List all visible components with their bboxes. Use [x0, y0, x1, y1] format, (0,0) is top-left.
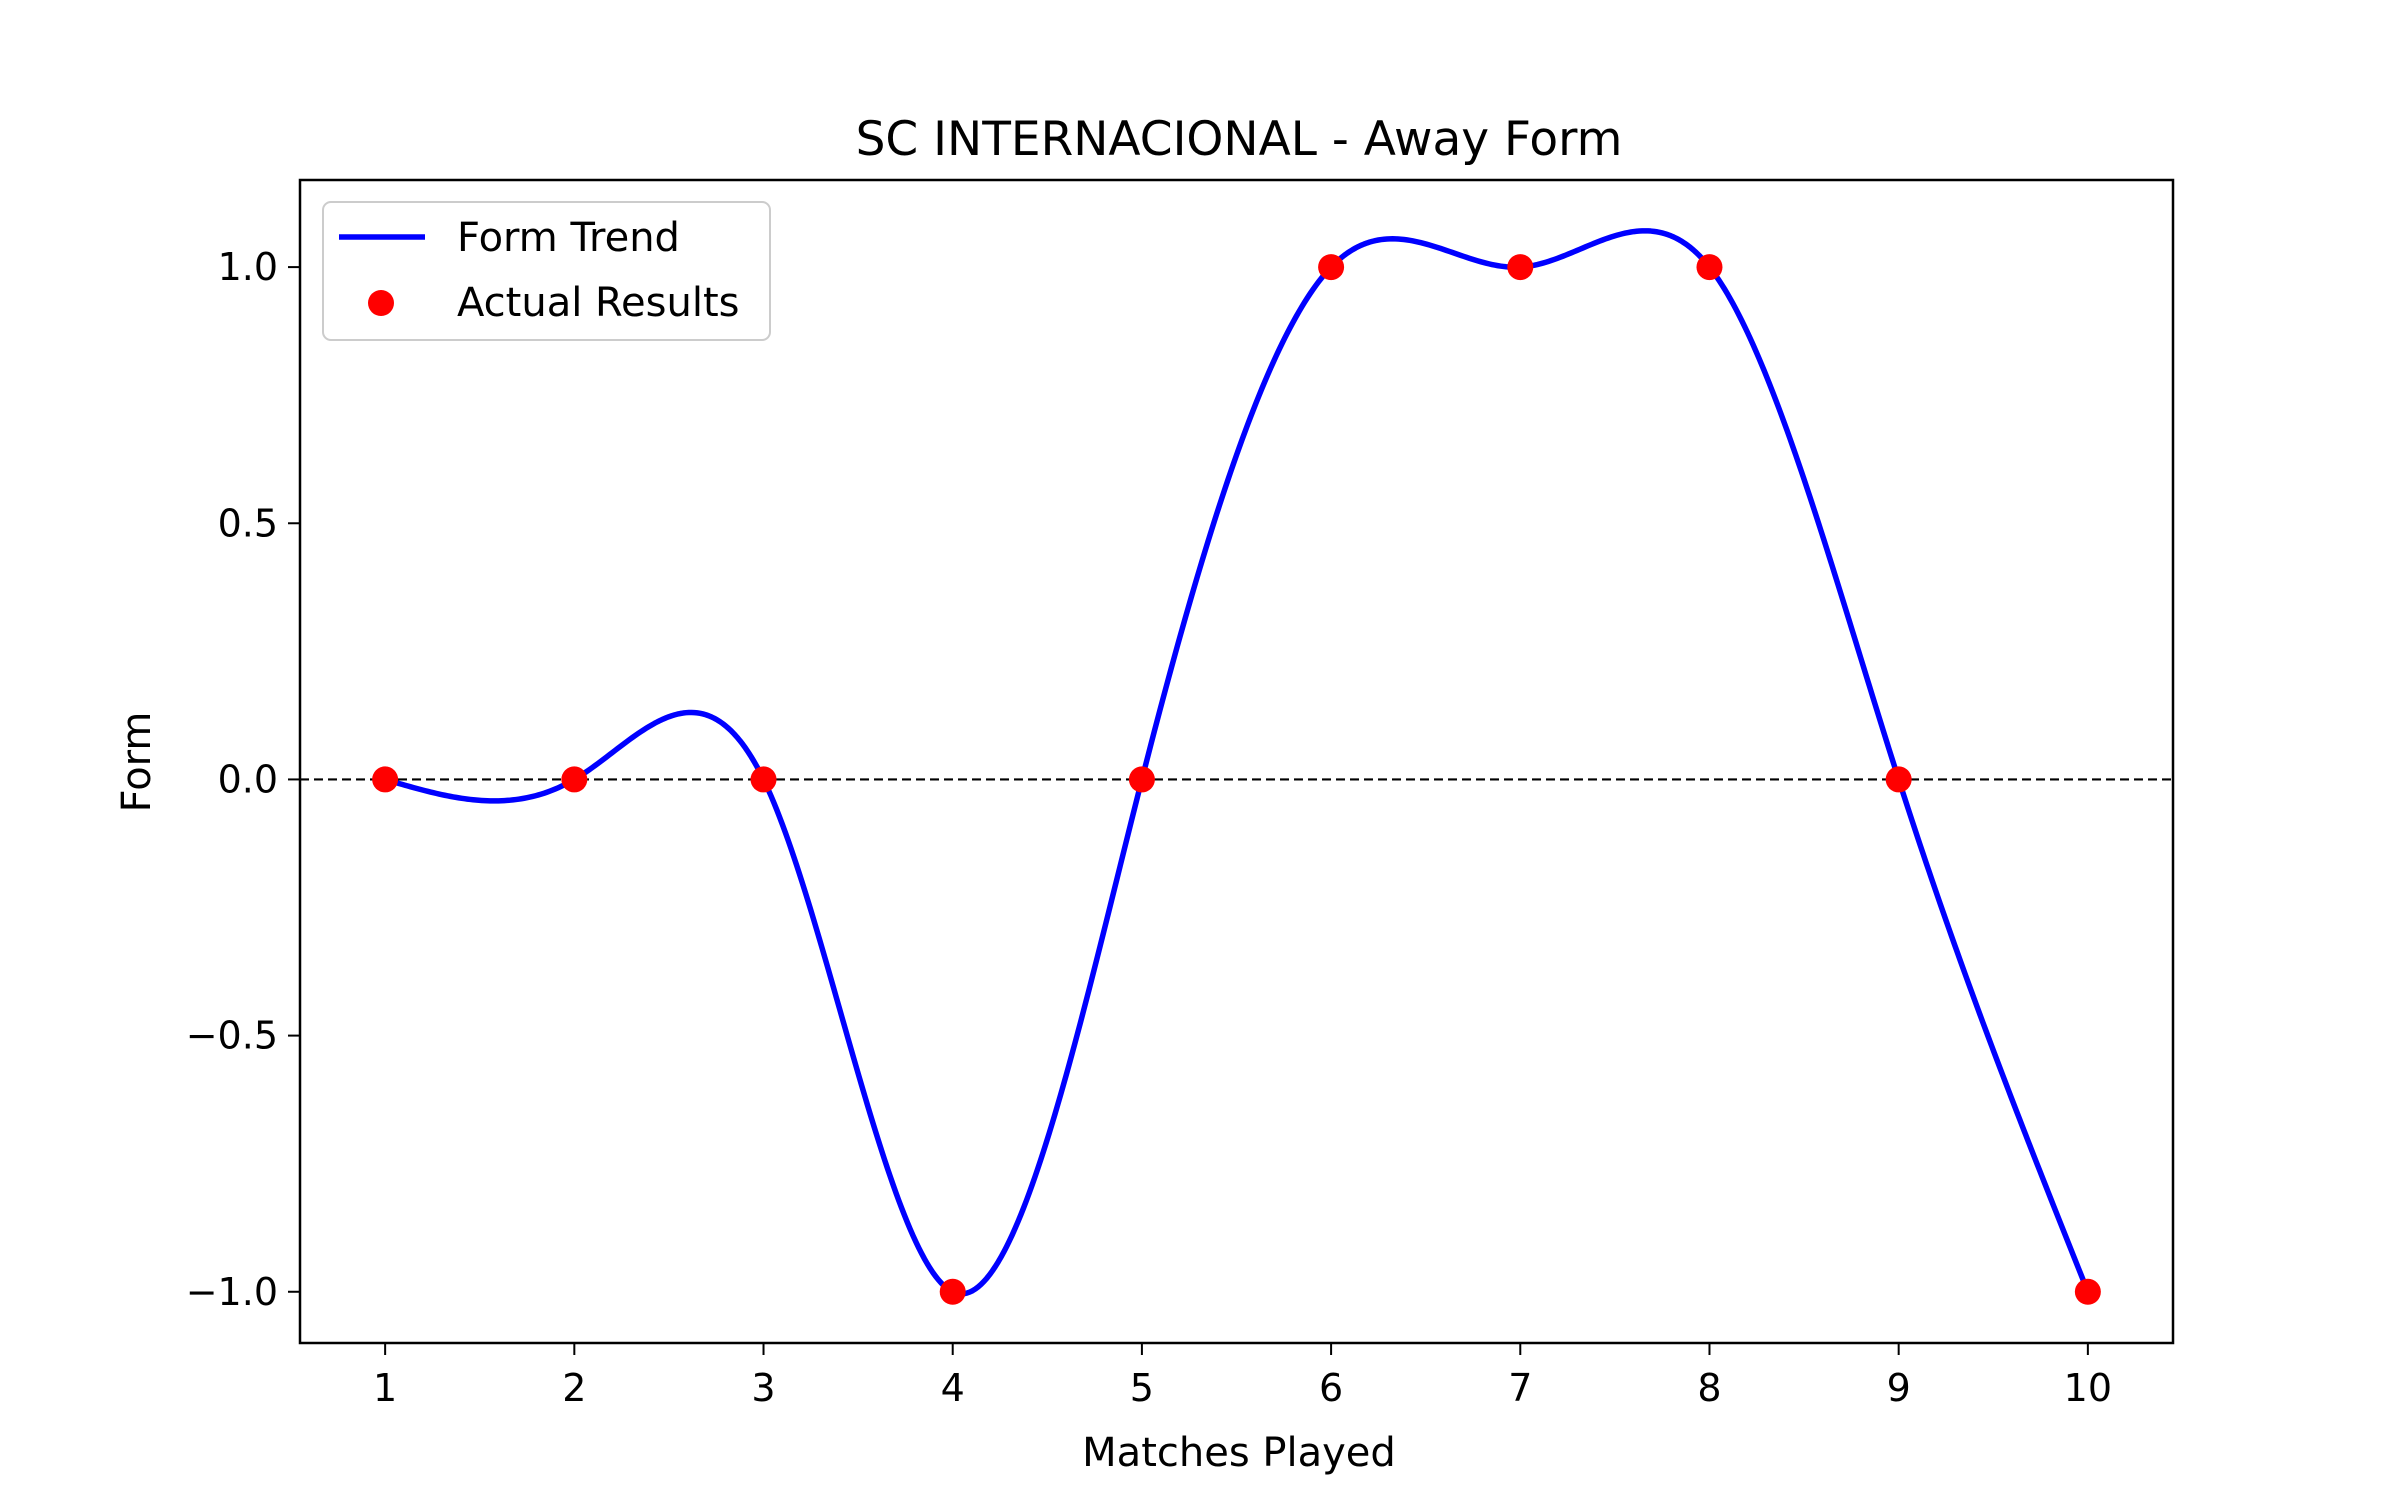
- line-layer: [382, 228, 2091, 1297]
- legend-box: [322, 201, 771, 341]
- actual-result-point: [1318, 254, 1345, 281]
- y-axis-label: Form: [114, 712, 160, 813]
- x-tick-label: 10: [2064, 1366, 2112, 1410]
- x-axis-label: Matches Played: [1082, 1430, 1396, 1476]
- x-tick-label: 8: [1697, 1366, 1721, 1410]
- legend-label-form-trend: Form Trend: [457, 215, 680, 261]
- y-tick-label: 1.0: [218, 245, 278, 289]
- actual-result-point: [1885, 766, 1912, 793]
- actual-result-point: [372, 766, 399, 793]
- y-tick-label: 0.0: [218, 757, 278, 801]
- y-tick-label: −0.5: [186, 1014, 278, 1058]
- actual-result-point: [939, 1278, 966, 1305]
- actual-result-point: [2074, 1278, 2101, 1305]
- x-tick-label: 5: [1130, 1366, 1154, 1410]
- y-tick-label: −1.0: [186, 1270, 278, 1314]
- x-tick-label: 9: [1887, 1366, 1911, 1410]
- y-axis: −1.0 −0.5 0.0 0.5 1.0: [186, 245, 300, 1314]
- x-tick-label: 6: [1319, 1366, 1343, 1410]
- chart-title: SC INTERNACIONAL - Away Form: [856, 112, 1623, 167]
- legend-label-actual-results: Actual Results: [457, 280, 739, 326]
- plot-background: [300, 180, 2173, 1343]
- x-tick-label: 2: [562, 1366, 586, 1410]
- plot-frame: [298, 178, 2175, 1345]
- legend: Form Trend Actual Results: [322, 201, 771, 341]
- legend-marker-swatch: [368, 290, 394, 316]
- actual-result-point: [1507, 254, 1534, 281]
- actual-result-point: [1696, 254, 1723, 281]
- form-trend-line: [382, 228, 2091, 1297]
- x-tick-label: 4: [941, 1366, 965, 1410]
- x-axis: 1 2 3 4 5 6 7 8 9 10: [373, 1343, 2112, 1410]
- actual-result-point: [561, 766, 588, 793]
- actual-result-point: [750, 766, 777, 793]
- x-tick-label: 3: [751, 1366, 775, 1410]
- points-layer: [372, 254, 2101, 1305]
- y-tick-label: 0.5: [218, 501, 278, 545]
- plot-area: [298, 178, 2175, 1345]
- x-tick-label: 7: [1508, 1366, 1532, 1410]
- actual-result-point: [1128, 766, 1155, 793]
- x-tick-label: 1: [373, 1366, 397, 1410]
